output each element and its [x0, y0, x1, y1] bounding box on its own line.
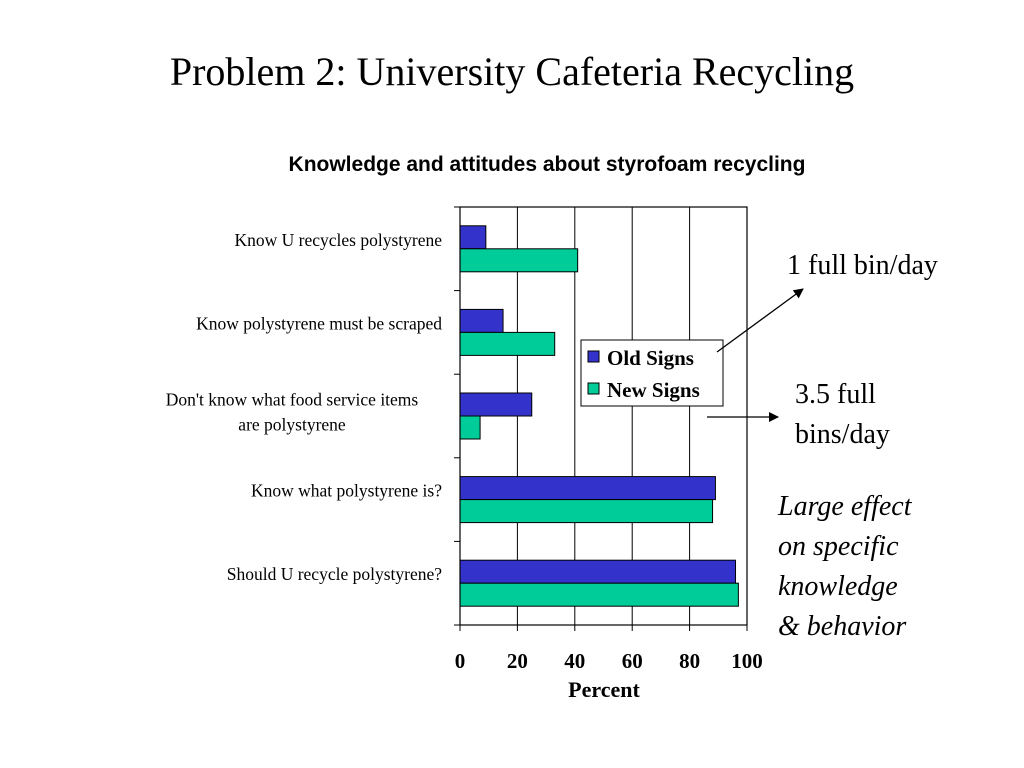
- x-tick-label: 40: [564, 649, 585, 673]
- x-axis-label: Percent: [568, 677, 640, 702]
- chart-title: Knowledge and attitudes about styrofoam …: [289, 153, 806, 176]
- legend-swatch-new-signs: [587, 382, 600, 395]
- slide-title: Problem 2: University Cafeteria Recyclin…: [169, 49, 855, 94]
- legend-label-old-signs: Old Signs: [607, 346, 694, 370]
- legend-swatch-old-signs: [587, 350, 600, 363]
- x-tick-label: 60: [622, 649, 643, 673]
- x-tick-label: 20: [507, 649, 528, 673]
- bar-new-signs: [459, 582, 739, 607]
- bar-new-signs: [459, 499, 714, 524]
- category-label: Know what polystyrene is?: [251, 481, 442, 501]
- bar-new-signs: [459, 331, 556, 356]
- x-tick-label: 100: [731, 649, 763, 673]
- arrow-to-old-signs-result: [716, 288, 804, 353]
- effect-note-line: & behavior: [778, 611, 907, 642]
- new-signs-result-line: 3.5 full: [795, 379, 876, 410]
- effect-note-line: Large effect: [778, 491, 912, 522]
- old-signs-result-note: 1 full bin/day: [787, 250, 938, 281]
- x-tick-label: 80: [679, 649, 700, 673]
- y-axis-ticks: [454, 206, 460, 626]
- category-label: are polystyrene: [238, 415, 346, 435]
- effect-note-line: on specific: [778, 531, 899, 562]
- bar-new-signs: [459, 248, 579, 273]
- category-label: Should U recycle polystyrene?: [227, 564, 443, 584]
- category-labels: Know U recycles polystyrene Know polystyr…: [166, 230, 442, 584]
- bar-old-signs: [459, 392, 533, 417]
- new-signs-result-note: 3.5 full bins/day: [795, 375, 935, 455]
- bar-old-signs: [459, 559, 737, 584]
- x-tick-label: 0: [455, 649, 466, 673]
- bar-new-signs: [459, 415, 481, 440]
- legend: Old Signs New Signs: [580, 339, 724, 407]
- category-label: Know polystyrene must be scraped: [196, 313, 442, 333]
- effect-note: Large effect on specific knowledge & beh…: [778, 487, 978, 647]
- effect-note-line: knowledge: [778, 571, 898, 602]
- legend-label-new-signs: New Signs: [607, 378, 700, 402]
- category-label: Don't know what food service items: [166, 390, 419, 410]
- legend-box: [580, 339, 724, 407]
- bar-old-signs: [459, 308, 504, 333]
- x-tick-labels: 0 20 40 60 80 100: [455, 625, 763, 673]
- bar-old-signs: [459, 225, 487, 250]
- plot-area-frame: [459, 206, 748, 626]
- category-label: Know U recycles polystyrene: [234, 230, 442, 250]
- new-signs-result-line: bins/day: [795, 419, 890, 450]
- bars: [459, 225, 739, 607]
- bar-old-signs: [459, 476, 716, 501]
